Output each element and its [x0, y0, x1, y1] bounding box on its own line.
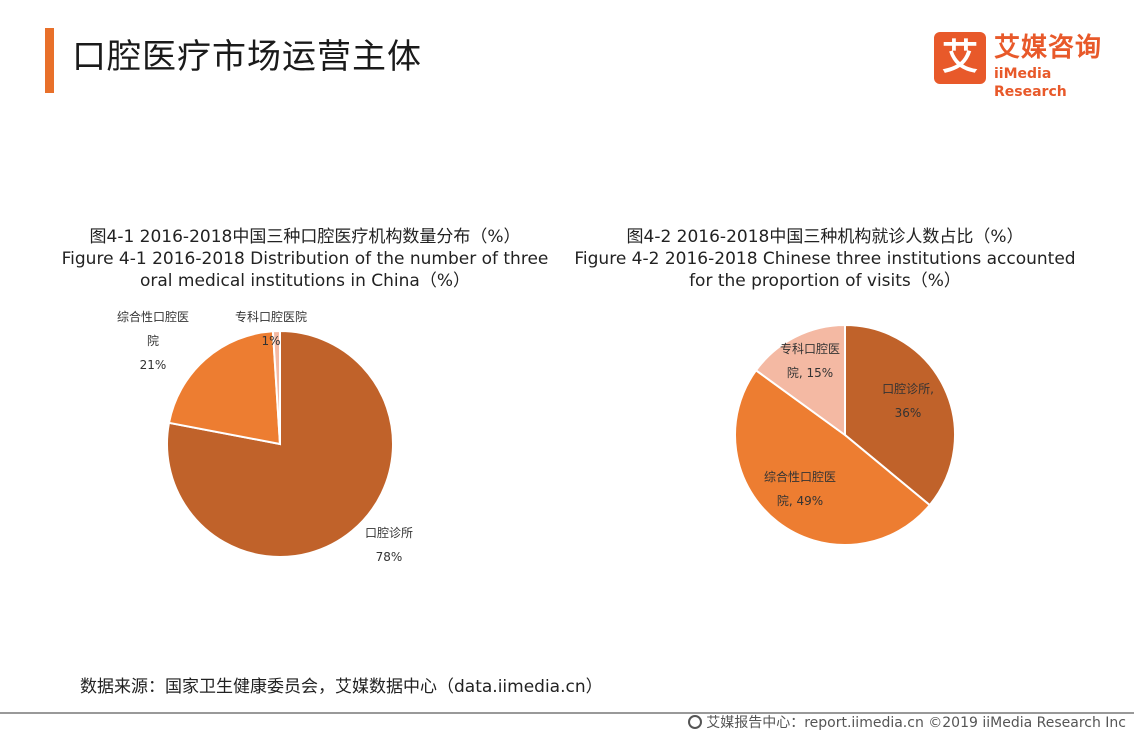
footer-divider [0, 712, 1134, 714]
iimedia-logo: 艾 艾媒咨询 iiMedia Research [934, 32, 1124, 100]
globe-icon [688, 715, 703, 729]
chart1-slice-2 [167, 330, 282, 446]
logo-badge-icon: 艾 [934, 32, 986, 84]
chart2-slice-2 [734, 368, 932, 546]
chart2-slice-label-2: 综合性口腔医院, 49% [764, 469, 836, 508]
logo-en-text: iiMedia Research [994, 66, 1067, 100]
footer-credit: 艾媒报告中心：report.iimedia.cn ©2019 iiMedia R… [688, 713, 1126, 733]
data-source-note: 数据来源：国家卫生健康委员会，艾媒数据中心（data.iimedia.cn） [80, 677, 603, 697]
title-accent-bar [45, 28, 54, 93]
chart2-slice-1 [844, 323, 956, 507]
footer-text: 艾媒报告中心：report.iimedia.cn ©2019 iiMedia R… [706, 715, 1126, 731]
chart2-title-line: 图4-2 2016-2018中国三种机构就诊人数占比（%） [626, 227, 1024, 247]
chart2-slice-3 [754, 323, 846, 437]
chart2-title-line: Figure 4-2 2016-2018 Chinese three insti… [574, 249, 1076, 269]
chart2-title-line: for the proportion of visits（%） [689, 271, 961, 291]
chart2-title: 图4-2 2016-2018中国三种机构就诊人数占比（%） Figure 4-2… [560, 226, 1090, 292]
chart1-title: 图4-1 2016-2018中国三种口腔医疗机构数量分布（%） Figure 4… [40, 226, 570, 292]
chart2-slice-label-3: 专科口腔医院, 15% [780, 341, 840, 380]
page-title: 口腔医疗市场运营主体 [72, 37, 422, 77]
chart1-slice-label-2: 综合性口腔医院 21% [117, 309, 189, 372]
chart1-slice-label-1: 口腔诊所 78% [365, 525, 413, 564]
chart1-title-line: Figure 4-1 2016-2018 Distribution of the… [61, 249, 549, 269]
logo-cn-text: 艾媒咨询 [994, 33, 1103, 63]
chart1-title-line: oral medical institutions in China（%） [140, 271, 470, 291]
chart1-slice-label-3: 专科口腔医院 1% [235, 309, 307, 348]
chart2-slice-label-1: 口腔诊所, 36% [882, 381, 934, 420]
chart1-slice-3 [271, 329, 281, 445]
chart1-title-line: 图4-1 2016-2018中国三种口腔医疗机构数量分布（%） [89, 227, 521, 247]
